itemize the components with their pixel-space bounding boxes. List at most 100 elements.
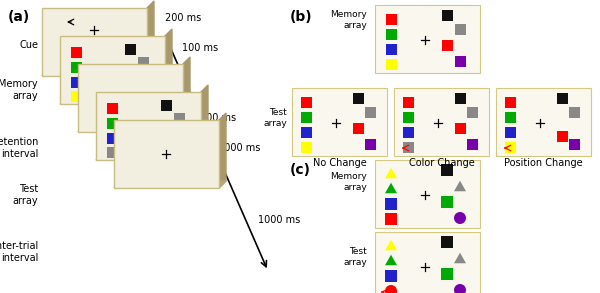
Bar [42, 8, 147, 76]
Circle shape [454, 284, 466, 293]
Bar [301, 112, 311, 122]
Bar [403, 112, 413, 122]
Text: No Change: No Change [313, 158, 367, 168]
Polygon shape [385, 240, 397, 250]
Bar [386, 13, 397, 25]
Bar [71, 62, 82, 72]
Bar [137, 57, 149, 67]
Bar [505, 112, 515, 122]
Text: (a): (a) [8, 10, 30, 24]
Bar [569, 139, 580, 149]
Bar [386, 59, 397, 69]
Polygon shape [454, 181, 466, 191]
Text: 900 ms: 900 ms [200, 113, 236, 123]
Bar [161, 100, 172, 110]
Text: Color Change: Color Change [409, 158, 475, 168]
Bar [60, 36, 165, 104]
Bar [442, 40, 452, 50]
Text: Memory
array: Memory array [0, 79, 38, 101]
Circle shape [385, 285, 397, 293]
Polygon shape [114, 181, 226, 188]
Polygon shape [183, 57, 190, 132]
Bar [71, 47, 82, 57]
Bar [455, 55, 466, 67]
Bar [442, 9, 452, 21]
Bar [365, 106, 376, 117]
Text: Test
array: Test array [343, 247, 367, 267]
Bar [375, 5, 480, 73]
Bar [455, 122, 466, 134]
Bar [505, 127, 515, 137]
Polygon shape [60, 97, 172, 104]
Bar [107, 103, 118, 113]
Polygon shape [201, 85, 208, 160]
Bar [173, 113, 185, 124]
Bar [375, 160, 480, 228]
Bar [557, 130, 568, 142]
Bar [71, 91, 82, 101]
Bar [455, 93, 466, 103]
Circle shape [454, 212, 466, 224]
Text: 200 ms: 200 ms [165, 13, 201, 23]
Bar [107, 132, 118, 144]
Polygon shape [454, 253, 466, 263]
Bar [403, 142, 413, 152]
Polygon shape [147, 1, 154, 76]
Bar [394, 88, 489, 156]
Bar [114, 120, 219, 188]
Bar [441, 164, 453, 176]
Bar [78, 64, 183, 132]
Bar [441, 236, 453, 248]
Bar [441, 196, 453, 208]
Text: 100 ms: 100 ms [182, 43, 218, 53]
Text: Memory
array: Memory array [330, 10, 367, 30]
Bar [557, 93, 568, 103]
Polygon shape [96, 153, 208, 160]
Bar [107, 117, 118, 129]
Polygon shape [78, 125, 190, 132]
Text: 2000 ms: 2000 ms [218, 143, 260, 153]
Bar [403, 127, 413, 137]
Bar [375, 232, 480, 293]
Bar [441, 268, 453, 280]
Bar [505, 142, 515, 152]
Bar [301, 127, 311, 137]
Polygon shape [165, 29, 172, 104]
Bar [569, 106, 580, 117]
Bar [467, 106, 478, 117]
Bar [365, 139, 376, 149]
Text: Cue: Cue [19, 40, 38, 50]
Bar [386, 28, 397, 40]
Text: (b): (b) [290, 10, 313, 24]
Bar [301, 96, 311, 108]
Bar [386, 43, 397, 54]
Text: (c): (c) [290, 163, 311, 177]
Bar [161, 129, 172, 139]
Polygon shape [42, 69, 154, 76]
Text: Inter-trial
interval: Inter-trial interval [0, 241, 38, 263]
Text: Test
array: Test array [13, 184, 38, 206]
Bar [505, 96, 515, 108]
Bar [467, 139, 478, 149]
Text: Memory
array: Memory array [330, 172, 367, 192]
Text: Test
array: Test array [263, 108, 287, 128]
Bar [385, 270, 397, 282]
Bar [385, 213, 397, 225]
Bar [125, 72, 136, 84]
Bar [292, 88, 387, 156]
Text: Retention
interval: Retention interval [0, 137, 38, 159]
Polygon shape [385, 183, 397, 193]
Bar [455, 23, 466, 35]
Text: 1000 ms: 1000 ms [258, 215, 300, 225]
Text: Position Change: Position Change [504, 158, 583, 168]
Bar [125, 43, 136, 54]
Polygon shape [385, 255, 397, 265]
Bar [71, 76, 82, 88]
Bar [107, 146, 118, 158]
Bar [353, 93, 364, 103]
Bar [173, 144, 185, 154]
Bar [496, 88, 591, 156]
Bar [403, 96, 413, 108]
Bar [137, 88, 149, 98]
Bar [385, 198, 397, 210]
